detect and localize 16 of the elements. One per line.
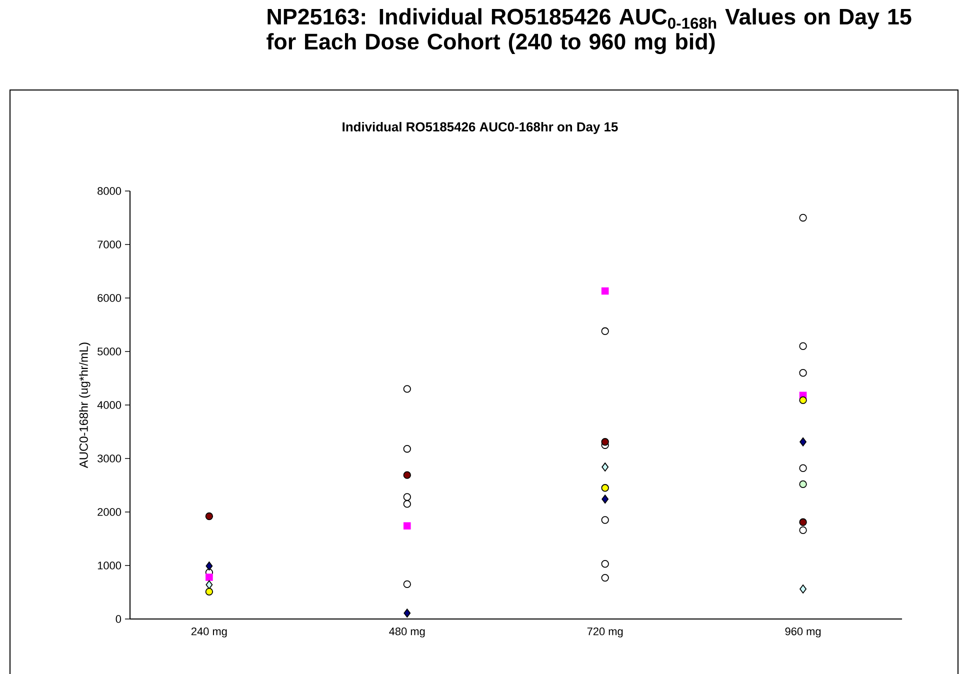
x-tick-label: 480 mg — [389, 628, 425, 638]
chart-subtitle: Individual RO5185426 AUC0-168hr on Day 15 — [342, 122, 618, 134]
y-tick-label: 1000 — [98, 562, 122, 570]
y-tick-label: 7000 — [98, 240, 122, 248]
y-tick-label: 6000 — [98, 294, 122, 302]
x-tick-label: 960 mg — [785, 628, 821, 638]
y-tick-label: 5000 — [98, 348, 122, 356]
y-tick-label: 0 — [116, 615, 122, 623]
y-tick-label: 3000 — [98, 454, 122, 462]
x-tick-label: 240 mg — [191, 628, 227, 638]
y-tick-label: 4000 — [97, 401, 122, 409]
y-axis-title: AUC0-168hr (ug*hr/mL) — [79, 342, 90, 468]
x-tick-label: 720 mg — [587, 628, 623, 638]
y-tick-label: 8000 — [98, 187, 122, 195]
chart-title: NP25163: Individual RO5185426 AUC$_{0-168h}$ Values on Day 15 for Each Dose Cohort (240 to 960 mg bid) — [266, 8, 912, 54]
y-tick-label: 2000 — [98, 508, 122, 516]
